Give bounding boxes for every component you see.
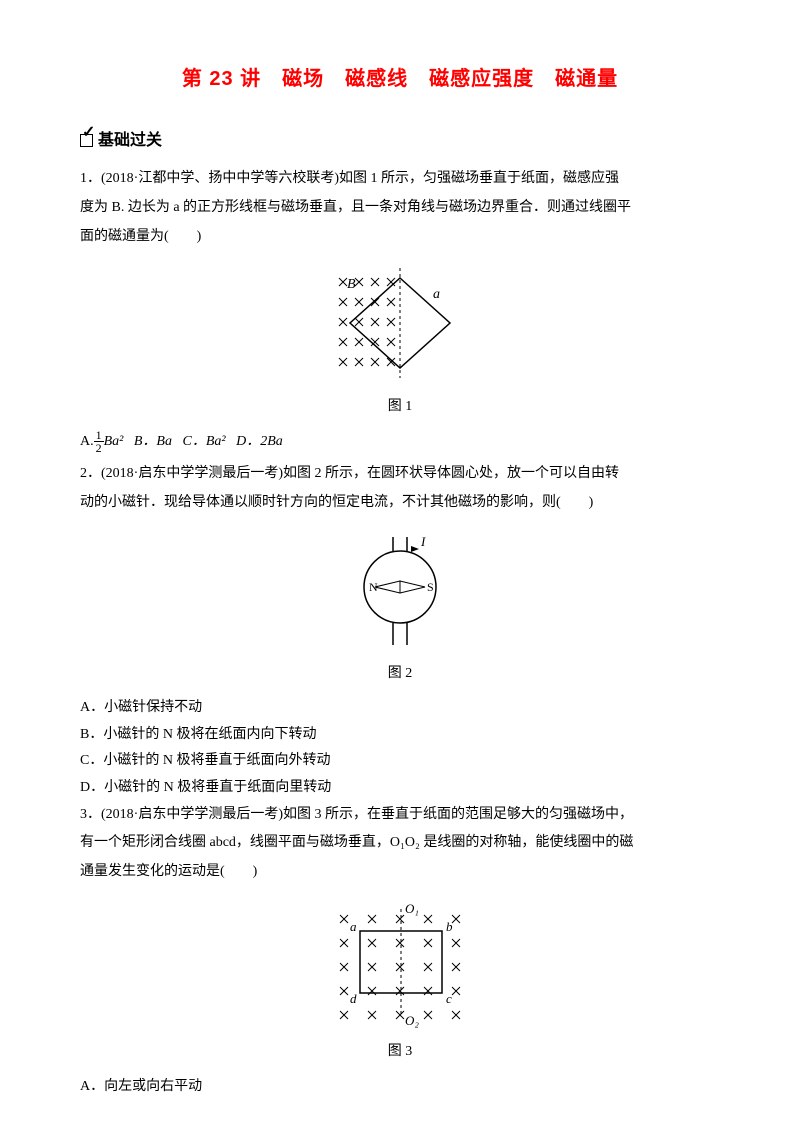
svg-text:O₂: O₂ — [405, 1013, 419, 1028]
q1-stem-line3: 面的磁通量为( ) — [80, 224, 720, 251]
figure-3-caption: 图 3 — [80, 1039, 720, 1066]
fraction-half: 12 — [94, 429, 104, 454]
svg-text:a: a — [433, 287, 440, 302]
section-heading: ✓ 基础过关 — [80, 126, 720, 158]
svg-text:a: a — [350, 919, 357, 934]
figure-2: I N S — [80, 527, 720, 657]
page-title: 第 23 讲 磁场 磁感线 磁感应强度 磁通量 — [80, 60, 720, 98]
q3-stem-line3: 通量发生变化的运动是( ) — [80, 859, 720, 886]
q2-stem-line1: 2．(2018·启东中学学测最后一考)如图 2 所示，在圆环状导体圆心处，放一个… — [80, 461, 720, 488]
svg-text:N: N — [369, 580, 378, 594]
q1-opt-a-suffix: Ba² — [104, 434, 124, 449]
svg-text:d: d — [350, 991, 357, 1006]
q1-options: A.12Ba² B．Ba C．Ba² D．2Ba — [80, 429, 720, 456]
figure-1: B a — [80, 260, 720, 390]
svg-text:b: b — [446, 919, 453, 934]
svg-text:I: I — [420, 534, 426, 549]
figure-1-caption: 图 1 — [80, 394, 720, 421]
q1-stem-line2: 度为 B. 边长为 a 的正方形线框与磁场垂直，且一条对角线与磁场边界重合．则通… — [80, 195, 720, 222]
q3-stem-line1: 3．(2018·启东中学学测最后一考)如图 3 所示，在垂直于纸面的范围足够大的… — [80, 802, 720, 829]
q2-opt-d: D．小磁针的 N 极将垂直于纸面向里转动 — [80, 775, 720, 802]
q1-opt-b: B．Ba — [134, 434, 172, 449]
q2-stem-line2: 动的小磁针．现给导体通以顺时针方向的恒定电流，不计其他磁场的影响，则( ) — [80, 490, 720, 517]
svg-text:O₁: O₁ — [405, 901, 419, 916]
q1-stem-line1: 1．(2018·江都中学、扬中中学等六校联考)如图 1 所示，匀强磁场垂直于纸面… — [80, 166, 720, 193]
q2-opt-c: C．小磁针的 N 极将垂直于纸面向外转动 — [80, 748, 720, 775]
checkbox-icon: ✓ — [80, 128, 98, 158]
q1-opt-c: C．Ba² — [182, 434, 225, 449]
q3-stem-line2: 有一个矩形闭合线圈 abcd，线圈平面与磁场垂直，O₁O₂ 是线圈的对称轴，能使… — [80, 830, 720, 857]
q1-opt-a-prefix: A. — [80, 434, 94, 449]
figure-3: O₁ O₂ a b c d — [80, 895, 720, 1035]
svg-text:S: S — [427, 580, 434, 594]
q2-opt-b: B．小磁针的 N 极将在纸面内向下转动 — [80, 722, 720, 749]
svg-text:c: c — [446, 991, 452, 1006]
q3-opt-a: A．向左或向右平动 — [80, 1074, 720, 1101]
figure-2-caption: 图 2 — [80, 661, 720, 688]
svg-text:B: B — [347, 277, 356, 292]
q2-opt-a: A．小磁针保持不动 — [80, 695, 720, 722]
section-heading-text: 基础过关 — [98, 132, 162, 149]
q1-opt-d: D．2Ba — [236, 434, 283, 449]
